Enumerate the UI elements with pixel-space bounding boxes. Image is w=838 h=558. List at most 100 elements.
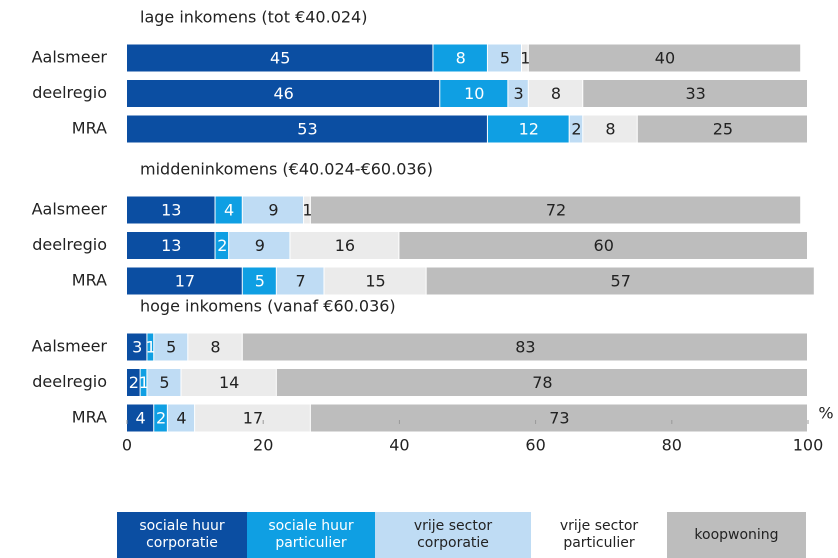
bar-segment (310, 404, 807, 432)
category-label: MRA (72, 408, 107, 427)
data-label: 2 (571, 120, 581, 139)
bar-segment (147, 369, 181, 396)
data-label: 1 (146, 338, 156, 357)
bar-segment (440, 80, 508, 107)
data-label: 15 (365, 272, 385, 291)
data-label: 60 (594, 236, 614, 255)
bar-segment (127, 267, 242, 295)
data-label: 5 (255, 272, 265, 291)
data-label: 1 (139, 373, 149, 392)
bar-segment (127, 196, 215, 224)
data-label: 8 (605, 120, 615, 139)
bar-segment (188, 333, 242, 361)
bar-segment (583, 115, 637, 143)
data-label: 1 (302, 201, 312, 220)
category-label: deelregio (32, 83, 107, 102)
bar-segment (508, 80, 528, 107)
bar-segment (528, 80, 583, 107)
x-tick-label: 60 (525, 436, 545, 455)
bar-segment (154, 404, 167, 432)
legend-item: vrije sector corporatie (375, 512, 531, 558)
data-label: 2 (217, 236, 227, 255)
category-label: Aalsmeer (32, 48, 108, 67)
x-tick-label: 80 (662, 436, 682, 455)
bar-segment (229, 232, 290, 259)
data-label: 33 (685, 84, 705, 103)
bar-segment (242, 333, 807, 361)
data-label: 2 (129, 373, 139, 392)
bar-segment (127, 333, 147, 361)
data-label: 13 (161, 236, 181, 255)
bar-segment (310, 196, 801, 224)
bar-segment (127, 369, 140, 396)
bar-segment (487, 115, 569, 143)
category-label: deelregio (32, 372, 107, 391)
data-label: 16 (335, 236, 355, 255)
bar-segment (147, 333, 154, 361)
bar-segment (127, 404, 154, 432)
data-label: 40 (655, 49, 675, 68)
data-label: 4 (176, 409, 186, 428)
category-label: Aalsmeer (32, 200, 108, 219)
data-label: 3 (132, 338, 142, 357)
group-title: middeninkomens (€40.024-€60.036) (140, 160, 433, 179)
bar-segment (242, 196, 304, 224)
legend-item: vrije sector particulier (531, 512, 667, 558)
data-label: 8 (551, 84, 561, 103)
bar-segment (324, 267, 426, 295)
x-tick-label: 20 (253, 436, 273, 455)
group-title: hoge inkomens (vanaf €60.036) (140, 297, 396, 316)
bar-segment (181, 369, 276, 396)
bar-segment (167, 404, 195, 432)
bar-segment (154, 333, 188, 361)
category-label: Aalsmeer (32, 337, 108, 356)
data-label: 12 (519, 120, 539, 139)
data-label: 5 (166, 338, 176, 357)
bar-segment (583, 80, 807, 107)
bar-segment (242, 267, 276, 295)
data-label: 46 (273, 84, 293, 103)
bar-segment (487, 44, 521, 72)
bar-segment (276, 369, 807, 396)
bar-segment (569, 115, 583, 143)
data-label: 13 (161, 201, 181, 220)
data-label: 14 (219, 373, 239, 392)
data-label: 4 (136, 409, 146, 428)
x-tick-label: 0 (122, 436, 132, 455)
data-label: 53 (297, 120, 317, 139)
x-tick-label: 40 (389, 436, 409, 455)
bar-segment (195, 404, 310, 432)
category-label: MRA (72, 271, 107, 290)
bar-segment (290, 232, 399, 259)
bar-segment (276, 267, 324, 295)
bar-segment (127, 115, 487, 143)
data-label: 73 (549, 409, 569, 428)
bar-segment (127, 232, 215, 259)
bar-segment (304, 196, 310, 224)
category-label: deelregio (32, 235, 107, 254)
data-label: 72 (546, 201, 566, 220)
data-label: 5 (500, 49, 510, 68)
data-label: 2 (156, 409, 166, 428)
data-label: 1 (520, 49, 530, 68)
group-title: lage inkomens (tot €40.024) (140, 8, 367, 27)
bar-segment (433, 44, 487, 72)
data-label: 9 (255, 236, 265, 255)
data-label: 17 (175, 272, 195, 291)
data-label: 45 (270, 49, 290, 68)
legend-item: sociale huur particulier (247, 512, 375, 558)
bar-segment (426, 267, 814, 295)
data-label: 10 (464, 84, 484, 103)
chart: lage inkomens (tot €40.024)Aalsmeer 45 8 5 1… (32, 8, 834, 455)
data-label: 3 (513, 84, 523, 103)
data-label: 83 (515, 338, 535, 357)
bar-segment (528, 44, 801, 72)
data-label: 9 (268, 201, 278, 220)
data-label: 17 (243, 409, 263, 428)
data-label: 8 (210, 338, 220, 357)
category-label: MRA (72, 119, 107, 138)
bar-segment (140, 369, 147, 396)
bar-segment (399, 232, 807, 259)
data-label: 57 (611, 272, 631, 291)
